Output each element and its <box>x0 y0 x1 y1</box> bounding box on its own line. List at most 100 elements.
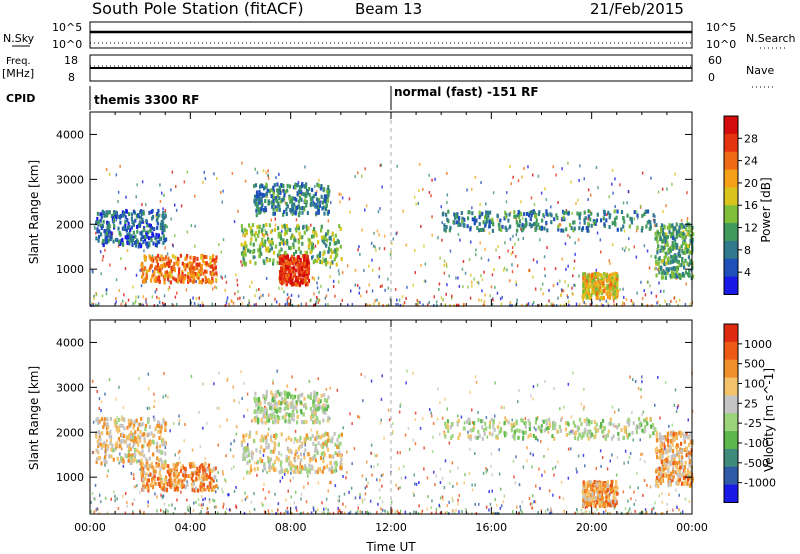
noise-cell <box>354 496 357 500</box>
data-cell <box>315 211 318 216</box>
noise-cell <box>510 182 512 186</box>
noise-cell <box>561 167 563 171</box>
noise-cell <box>312 200 314 204</box>
data-cell <box>607 274 610 279</box>
data-cell <box>298 231 301 236</box>
noise-cell <box>611 243 614 247</box>
data-cell <box>662 269 665 274</box>
data-cell <box>182 473 185 478</box>
noise-cell <box>559 279 561 283</box>
noise-cell <box>623 461 625 465</box>
data-cell <box>160 254 163 259</box>
data-cell <box>271 398 274 403</box>
noise-cell <box>479 203 481 207</box>
noise-cell <box>122 299 124 303</box>
noise-cell <box>619 288 621 291</box>
noise-cell <box>153 399 156 403</box>
data-cell <box>336 438 339 442</box>
noise-cell <box>264 496 267 500</box>
data-cell <box>249 241 252 246</box>
noise-cell <box>341 511 343 515</box>
noise-cell <box>370 241 373 245</box>
data-cell <box>269 413 272 418</box>
noise-cell <box>443 259 446 263</box>
noise-cell <box>369 499 372 503</box>
noise-cell <box>601 456 604 459</box>
data-cell <box>550 213 553 218</box>
data-cell <box>504 210 507 215</box>
data-cell <box>109 429 112 434</box>
noise-cell <box>436 300 438 304</box>
noise-cell <box>241 161 243 165</box>
noise-cell <box>115 397 117 401</box>
noise-cell <box>515 455 517 459</box>
data-cell <box>306 470 309 475</box>
data-cell <box>163 280 166 285</box>
data-cell <box>254 399 257 404</box>
data-cell <box>283 265 286 270</box>
data-cell <box>444 228 447 233</box>
noise-cell <box>162 494 165 498</box>
noise-cell <box>641 452 644 456</box>
data-cell <box>301 183 304 188</box>
noise-cell <box>235 273 237 277</box>
data-cell <box>244 232 247 237</box>
data-cell <box>140 458 143 463</box>
noise-cell <box>629 485 631 489</box>
data-cell <box>285 255 288 260</box>
noise-cell <box>641 296 644 300</box>
data-cell <box>314 445 317 450</box>
data-cell <box>447 209 450 214</box>
data-cell <box>132 220 135 225</box>
data-cell <box>676 266 679 271</box>
data-cell <box>152 485 155 490</box>
data-cell <box>290 450 293 455</box>
data-cell <box>675 266 678 271</box>
data-cell <box>213 475 216 480</box>
data-cell <box>289 280 292 285</box>
data-cell <box>686 232 689 237</box>
data-cell <box>491 217 494 222</box>
noise-cell <box>528 268 531 272</box>
noise-cell <box>295 508 298 512</box>
noise-cell <box>658 281 660 285</box>
noise-cell <box>402 465 405 469</box>
noise-cell <box>355 511 357 515</box>
noise-cell <box>156 303 159 307</box>
data-cell <box>142 272 145 277</box>
data-cell <box>319 186 322 191</box>
data-cell <box>266 415 269 420</box>
data-cell <box>133 432 136 437</box>
data-cell <box>145 269 148 274</box>
data-cell <box>276 253 280 258</box>
data-cell <box>288 449 291 454</box>
data-cell <box>671 266 674 271</box>
data-cell <box>331 439 334 444</box>
data-cell <box>307 261 310 266</box>
data-cell <box>214 466 217 471</box>
noise-cell <box>587 198 589 201</box>
data-cell <box>567 211 570 216</box>
data-cell <box>157 208 160 213</box>
data-cell <box>515 214 518 219</box>
data-cell <box>317 256 321 261</box>
noise-cell <box>342 475 344 478</box>
data-cell <box>327 395 330 400</box>
noise-cell <box>224 288 226 292</box>
data-cell <box>326 447 330 452</box>
data-cell <box>153 278 156 283</box>
data-cell <box>304 448 307 453</box>
noise-cell <box>351 422 353 425</box>
noise-cell <box>283 290 285 294</box>
data-cell <box>589 217 592 222</box>
noise-cell <box>672 508 675 512</box>
noise-cell <box>370 379 373 383</box>
noise-cell <box>99 493 101 497</box>
data-cell <box>123 417 126 422</box>
data-cell <box>150 263 153 268</box>
data-cell <box>285 224 288 228</box>
noise-cell <box>494 381 496 385</box>
noise-cell <box>484 293 486 297</box>
data-cell <box>198 268 201 273</box>
data-cell <box>152 434 155 439</box>
